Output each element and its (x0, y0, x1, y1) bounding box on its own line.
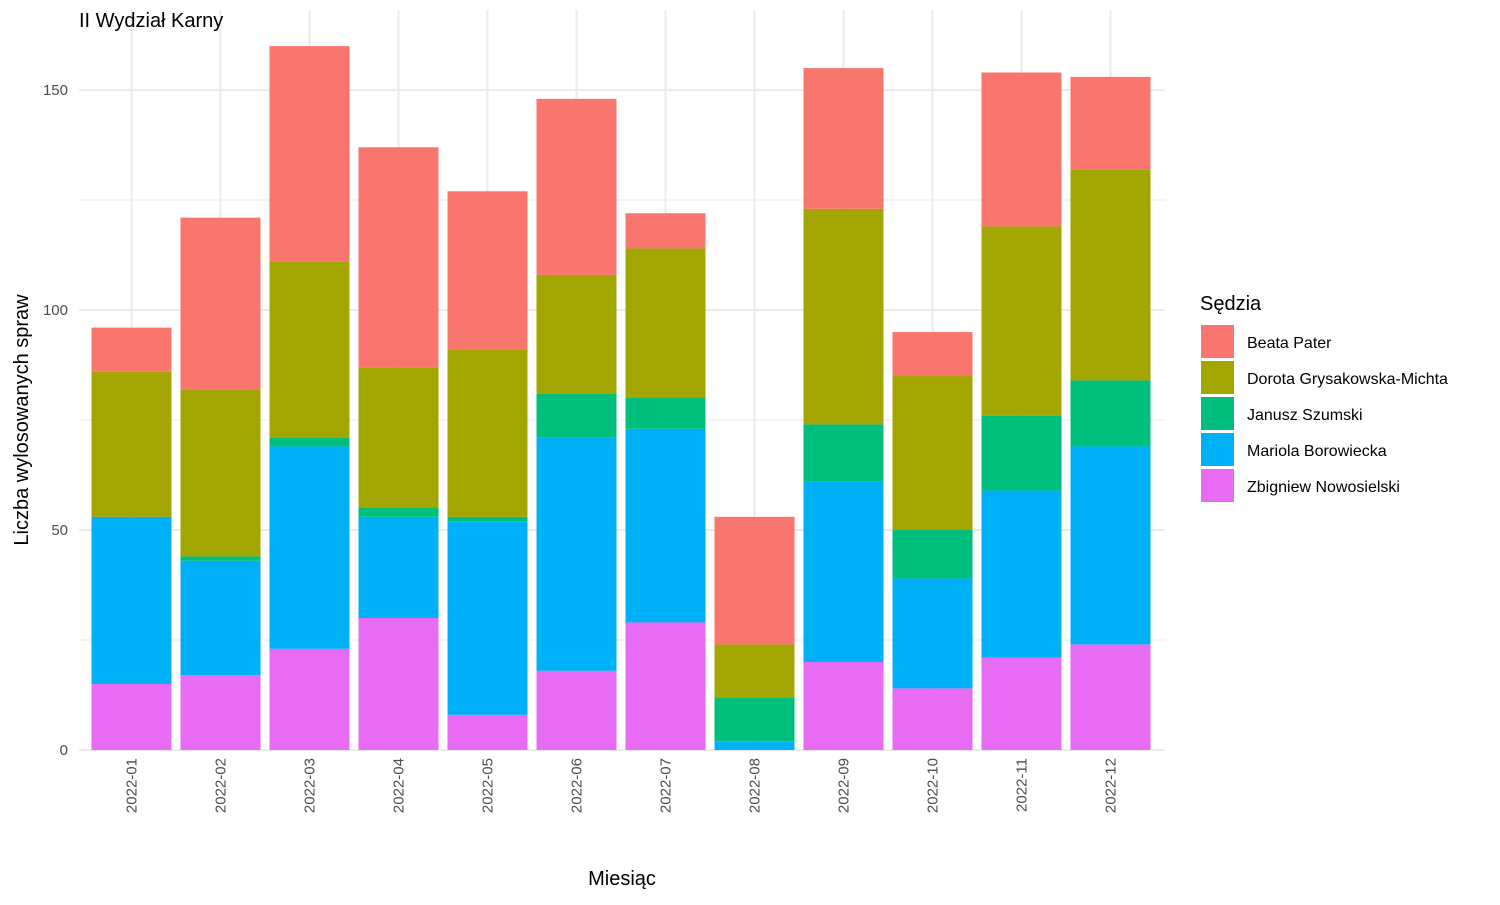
bars (91, 46, 1151, 750)
bar-segment (269, 437, 350, 447)
bar-segment (714, 697, 795, 742)
legend-label: Beata Pater (1247, 335, 1332, 352)
legend: Sędzia Beata Pater Dorota Grysakowska-Mic… (1200, 293, 1448, 502)
y-tick-label: 0 (60, 742, 68, 759)
bar-segment (803, 68, 884, 209)
bar-segment (269, 261, 350, 438)
bar-segment (358, 618, 439, 750)
y-tick-label: 100 (43, 302, 68, 319)
bar-segment (892, 376, 973, 531)
x-tick-label: 2022-10 (925, 758, 942, 813)
bar-segment (447, 349, 528, 517)
legend-title: Sędzia (1200, 293, 1262, 315)
bar-segment (91, 684, 172, 750)
y-axis-ticks: 0 50 100 150 (43, 82, 68, 759)
legend-label: Mariola Borowiecka (1247, 443, 1387, 460)
x-axis-title: Miesiąc (588, 868, 656, 890)
bar-segment (180, 675, 261, 750)
bar-segment (269, 46, 350, 262)
bar-segment (358, 367, 439, 509)
bar-segment (180, 389, 261, 557)
legend-label: Janusz Szumski (1247, 407, 1363, 424)
x-tick-label: 2022-06 (569, 758, 586, 813)
bar-segment (91, 516, 172, 685)
bar-segment (625, 213, 706, 249)
bar-segment (625, 622, 706, 750)
bar-segment (981, 415, 1062, 491)
bar-segment (447, 521, 528, 715)
x-tick-label: 2022-05 (480, 758, 497, 813)
x-tick-label: 2022-11 (1014, 758, 1031, 812)
bar-segment (358, 508, 439, 517)
x-tick-label: 2022-09 (836, 758, 853, 813)
bar-segment (536, 670, 617, 750)
y-tick-label: 50 (51, 522, 68, 539)
bar-segment (892, 578, 973, 689)
legend-swatch (1201, 325, 1234, 358)
bar-segment (625, 248, 706, 399)
bar-segment (536, 393, 617, 438)
x-tick-label: 2022-07 (658, 758, 675, 813)
bar-segment (447, 191, 528, 350)
bar-segment (180, 560, 261, 676)
x-tick-label: 2022-04 (391, 758, 408, 813)
bar-segment (981, 226, 1062, 416)
bar-segment (1070, 380, 1151, 447)
bar-segment (892, 688, 973, 750)
x-tick-label: 2022-12 (1103, 758, 1120, 813)
legend-swatch (1201, 433, 1234, 466)
bar-segment (714, 516, 795, 645)
bar-segment (536, 98, 617, 275)
x-tick-label: 2022-01 (124, 758, 141, 813)
x-tick-label: 2022-08 (747, 758, 764, 813)
bar-segment (1070, 76, 1151, 170)
legend-label: Zbigniew Nowosielski (1247, 479, 1400, 496)
chart-title: II Wydział Karny (79, 10, 223, 32)
bar-segment (180, 217, 261, 390)
bar-segment (1070, 446, 1151, 645)
bar-segment (714, 644, 795, 698)
bar-segment (803, 662, 884, 750)
bar-segment (981, 657, 1062, 750)
bar-segment (625, 398, 706, 429)
bar-segment (1070, 644, 1151, 750)
bar-segment (91, 371, 172, 517)
legend-swatch (1201, 469, 1234, 502)
bar-segment (625, 428, 706, 623)
bar-segment (892, 530, 973, 579)
bar-segment (447, 714, 528, 750)
bar-segment (981, 72, 1062, 227)
bar-segment (269, 446, 350, 649)
y-axis-title: Liczba wylosowanych spraw (11, 294, 33, 546)
legend-swatch (1201, 397, 1234, 430)
legend-swatch (1201, 361, 1234, 394)
bar-segment (803, 424, 884, 482)
bar-segment (180, 556, 261, 561)
legend-label: Dorota Grysakowska-Michta (1247, 371, 1448, 388)
x-tick-label: 2022-02 (213, 758, 230, 813)
x-axis-ticks: 2022-01 2022-02 2022-03 2022-04 2022-05 2022-… (124, 758, 1120, 813)
bar-segment (536, 274, 617, 394)
bar-segment (1070, 169, 1151, 381)
bar-segment (803, 481, 884, 663)
x-tick-label: 2022-03 (302, 758, 319, 813)
bar-segment (358, 147, 439, 368)
bar-segment (447, 516, 528, 522)
bar-segment (803, 208, 884, 425)
bar-segment (536, 437, 617, 671)
bar-segment (714, 741, 795, 750)
y-tick-label: 150 (43, 82, 68, 99)
bar-segment (358, 516, 439, 619)
bar-segment (981, 490, 1062, 658)
bar-segment (91, 327, 172, 372)
bar-segment (892, 332, 973, 377)
bar-segment (269, 648, 350, 750)
